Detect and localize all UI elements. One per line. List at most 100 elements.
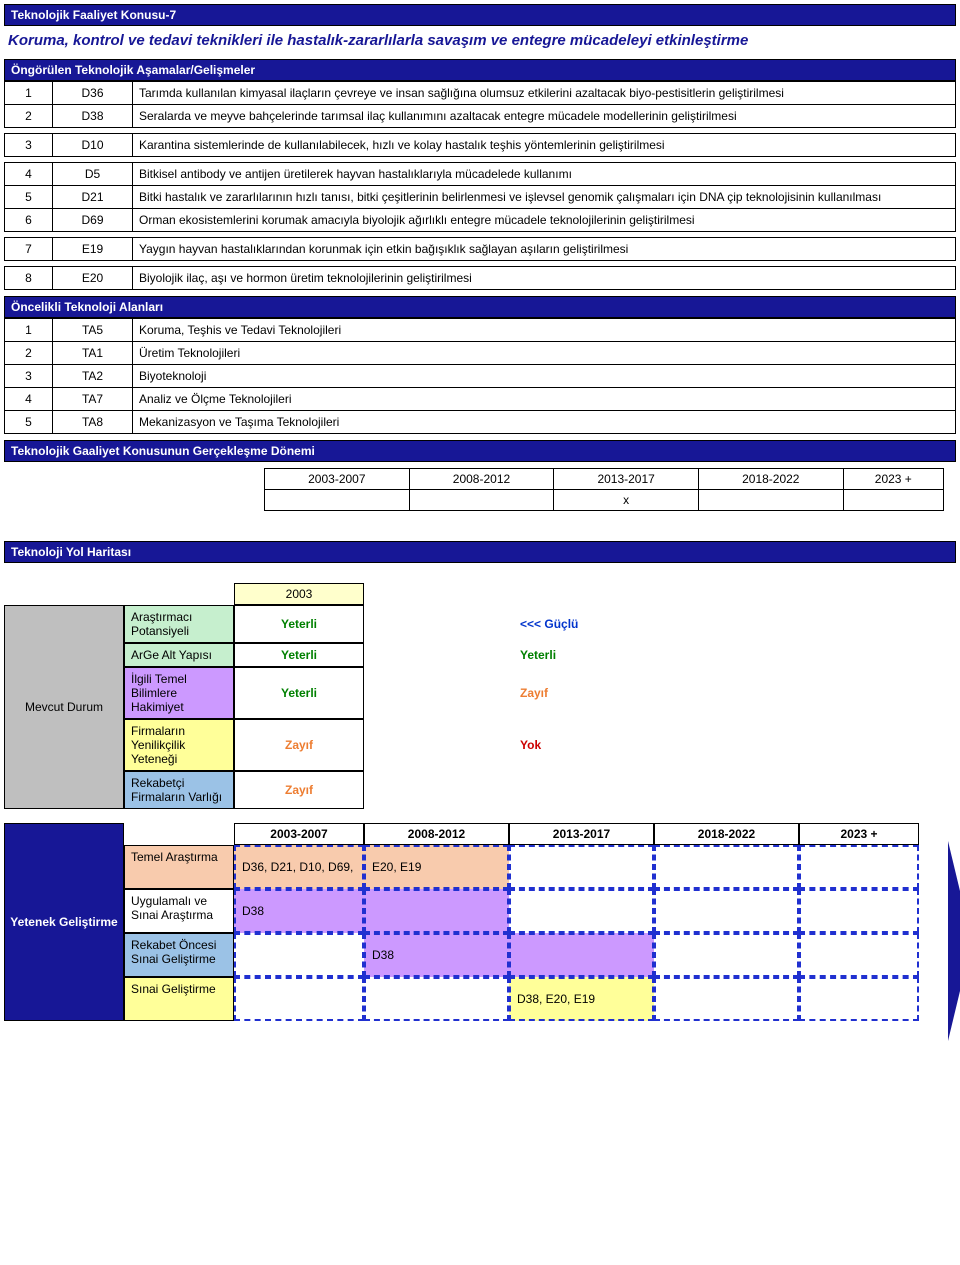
category-label: Araştırmacı Potansiyeli bbox=[124, 605, 234, 643]
timeline-col-head: 2003-2007 bbox=[234, 823, 364, 845]
priority-num: 4 bbox=[5, 388, 53, 411]
phase-num: 3 bbox=[5, 134, 53, 157]
period-col: 2008-2012 bbox=[409, 469, 554, 490]
topic-header: Teknolojik Faaliyet Konusu-7 bbox=[4, 4, 956, 26]
period-mark bbox=[843, 490, 943, 511]
table-row: 5 TA8 Mekanizasyon ve Taşıma Teknolojile… bbox=[5, 411, 956, 434]
timeline-cell: D38 bbox=[234, 889, 364, 933]
timeline-cell bbox=[654, 977, 799, 1021]
period-mark bbox=[409, 490, 554, 511]
phases-header: Öngörülen Teknolojik Aşamalar/Gelişmeler bbox=[4, 59, 956, 81]
timeline-cell bbox=[654, 845, 799, 889]
phase-code: E20 bbox=[53, 267, 133, 290]
period-mark bbox=[698, 490, 843, 511]
period-mark bbox=[265, 490, 410, 511]
roadmap-category-row: İlgili Temel Bilimlere Hakimiyet Yeterli… bbox=[124, 667, 594, 719]
roadmap-category-row: Firmaların Yenilikçilik Yeteneği Zayıf Y… bbox=[124, 719, 594, 771]
table-row: 2 TA1 Üretim Teknolojileri bbox=[5, 342, 956, 365]
table-row: 3 D10 Karantina sistemlerinde de kullanı… bbox=[5, 134, 956, 157]
phase-desc: Tarımda kullanılan kimyasal ilaçların çe… bbox=[133, 82, 956, 105]
timeline-cell bbox=[364, 977, 509, 1021]
timeline-row-label: Rekabet Öncesi Sınai Geliştirme bbox=[124, 933, 234, 977]
mevcut-durum-label: Mevcut Durum bbox=[4, 605, 124, 809]
priority-header: Öncelikli Teknoloji Alanları bbox=[4, 296, 956, 318]
priority-code: TA8 bbox=[53, 411, 133, 434]
category-value: Yeterli bbox=[234, 667, 364, 719]
phase-code: D21 bbox=[53, 186, 133, 209]
category-value: Yeterli bbox=[234, 605, 364, 643]
phase-num: 4 bbox=[5, 163, 53, 186]
phases-table: 1 D36 Tarımda kullanılan kimyasal ilaçla… bbox=[4, 81, 956, 290]
timeline-row: Rekabet Öncesi Sınai GeliştirmeD38 bbox=[124, 933, 919, 977]
timeline-cell: D36, D21, D10, D69, bbox=[234, 845, 364, 889]
phase-num: 6 bbox=[5, 209, 53, 232]
priority-desc: Koruma, Teşhis ve Tedavi Teknolojileri bbox=[133, 319, 956, 342]
category-label: Rekabetçi Firmaların Varlığı bbox=[124, 771, 234, 809]
category-ref: <<< Güçlü bbox=[514, 605, 594, 643]
table-row: 8 E20 Biyolojik ilaç, aşı ve hormon üret… bbox=[5, 267, 956, 290]
timeline-cell bbox=[509, 845, 654, 889]
timeline-col-head: 2023 + bbox=[799, 823, 919, 845]
priority-code: TA2 bbox=[53, 365, 133, 388]
timeline-row: Uygulamalı ve Sınai AraştırmaD38 bbox=[124, 889, 919, 933]
table-row: 5 D21 Bitki hastalık ve zararlılarının h… bbox=[5, 186, 956, 209]
period-table: 2003-20072008-20122013-20172018-20222023… bbox=[264, 468, 944, 511]
timeline-cell bbox=[234, 977, 364, 1021]
timeline-cell: E20, E19 bbox=[364, 845, 509, 889]
priority-desc: Üretim Teknolojileri bbox=[133, 342, 956, 365]
period-header: Teknolojik Gaaliyet Konusunun Gerçekleşm… bbox=[4, 440, 956, 462]
timeline-row-label: Sınai Geliştirme bbox=[124, 977, 234, 1021]
table-row: 7 E19 Yaygın hayvan hastalıklarından kor… bbox=[5, 238, 956, 261]
category-value: Zayıf bbox=[234, 771, 364, 809]
timeline-arrow-icon bbox=[948, 841, 960, 1041]
category-label: ArGe Alt Yapısı bbox=[124, 643, 234, 667]
timeline-cell bbox=[799, 889, 919, 933]
phase-num: 5 bbox=[5, 186, 53, 209]
yetenek-label: Yetenek Geliştirme bbox=[4, 823, 124, 1021]
phase-code: E19 bbox=[53, 238, 133, 261]
category-value: Zayıf bbox=[234, 719, 364, 771]
timeline-cell bbox=[509, 889, 654, 933]
category-ref bbox=[514, 771, 594, 809]
priority-num: 3 bbox=[5, 365, 53, 388]
table-row: 2 D38 Seralarda ve meyve bahçelerinde ta… bbox=[5, 105, 956, 128]
category-ref: Yeterli bbox=[514, 643, 594, 667]
phase-desc: Biyolojik ilaç, aşı ve hormon üretim tek… bbox=[133, 267, 956, 290]
timeline-row: Temel AraştırmaD36, D21, D10, D69,E20, E… bbox=[124, 845, 919, 889]
category-label: Firmaların Yenilikçilik Yeteneği bbox=[124, 719, 234, 771]
phase-desc: Seralarda ve meyve bahçelerinde tarımsal… bbox=[133, 105, 956, 128]
priority-num: 1 bbox=[5, 319, 53, 342]
phase-code: D10 bbox=[53, 134, 133, 157]
timeline-col-head: 2018-2022 bbox=[654, 823, 799, 845]
page-title: Koruma, kontrol ve tedavi teknikleri ile… bbox=[4, 26, 956, 59]
category-label: İlgili Temel Bilimlere Hakimiyet bbox=[124, 667, 234, 719]
roadmap-year: 2003 bbox=[234, 583, 364, 605]
timeline-row: Sınai GeliştirmeD38, E20, E19 bbox=[124, 977, 919, 1021]
roadmap-header: Teknoloji Yol Haritası bbox=[4, 541, 956, 563]
timeline-cell bbox=[799, 977, 919, 1021]
priority-code: TA5 bbox=[53, 319, 133, 342]
category-ref: Zayıf bbox=[514, 667, 594, 719]
timeline-col-head: 2013-2017 bbox=[509, 823, 654, 845]
table-row: 3 TA2 Biyoteknoloji bbox=[5, 365, 956, 388]
phase-desc: Bitkisel antibody ve antijen üretilerek … bbox=[133, 163, 956, 186]
phase-desc: Yaygın hayvan hastalıklarından korunmak … bbox=[133, 238, 956, 261]
period-col: 2013-2017 bbox=[554, 469, 699, 490]
table-row: 4 TA7 Analiz ve Ölçme Teknolojileri bbox=[5, 388, 956, 411]
priority-desc: Analiz ve Ölçme Teknolojileri bbox=[133, 388, 956, 411]
timeline-cell bbox=[234, 933, 364, 977]
timeline-cell bbox=[799, 933, 919, 977]
timeline-cell bbox=[509, 933, 654, 977]
phase-num: 1 bbox=[5, 82, 53, 105]
phase-desc: Orman ekosistemlerini korumak amacıyla b… bbox=[133, 209, 956, 232]
period-mark: x bbox=[554, 490, 699, 511]
phase-code: D69 bbox=[53, 209, 133, 232]
table-row: 1 TA5 Koruma, Teşhis ve Tedavi Teknoloji… bbox=[5, 319, 956, 342]
timeline-cell bbox=[364, 889, 509, 933]
phase-num: 8 bbox=[5, 267, 53, 290]
priority-code: TA7 bbox=[53, 388, 133, 411]
table-row: 1 D36 Tarımda kullanılan kimyasal ilaçla… bbox=[5, 82, 956, 105]
priority-code: TA1 bbox=[53, 342, 133, 365]
timeline-cell bbox=[654, 933, 799, 977]
priority-desc: Biyoteknoloji bbox=[133, 365, 956, 388]
